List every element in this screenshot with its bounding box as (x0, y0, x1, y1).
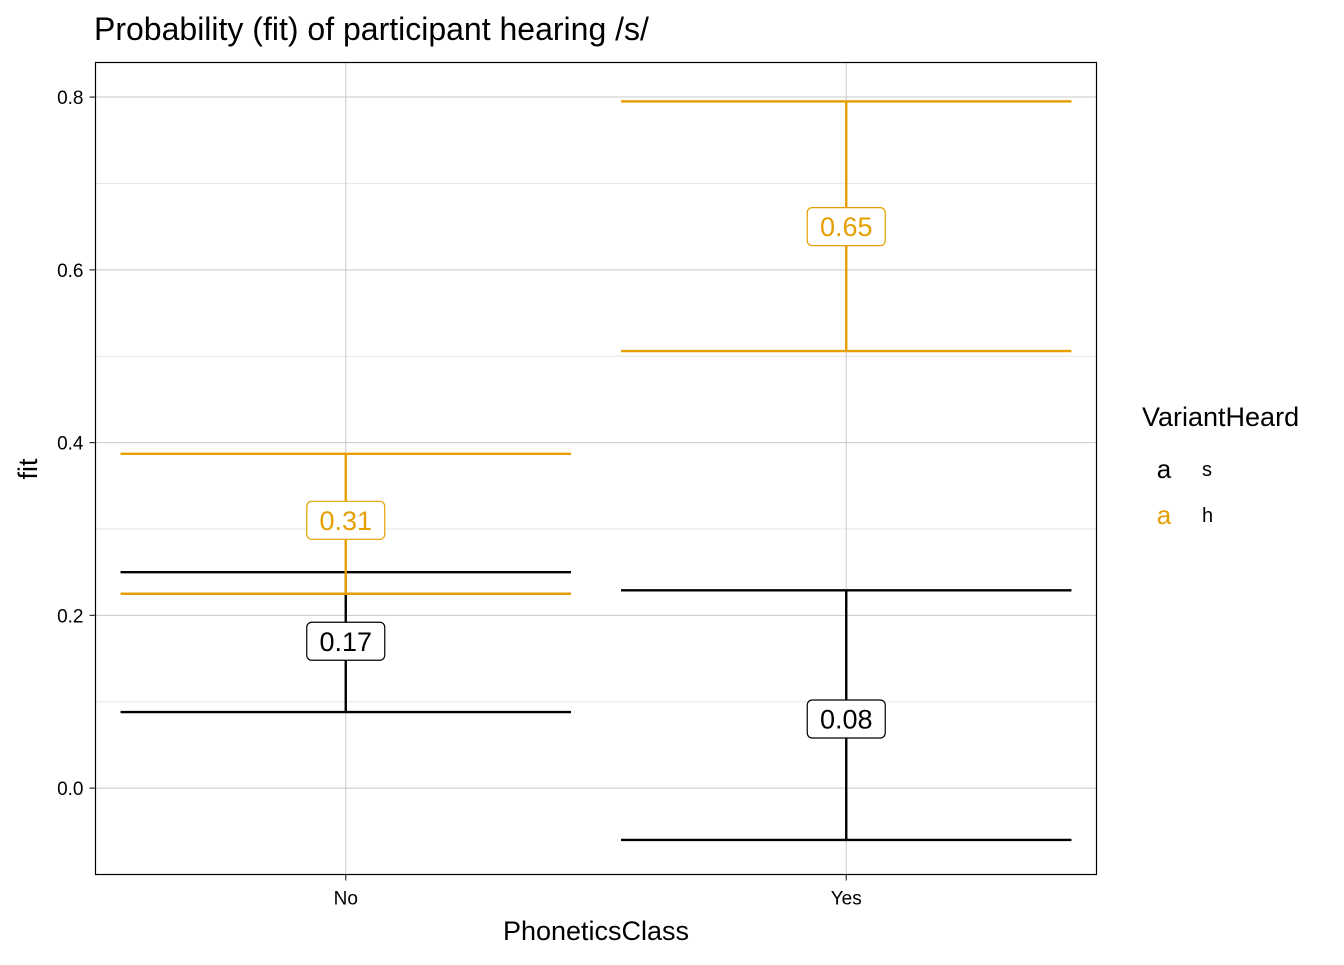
fit-label-box-s (306, 621, 386, 661)
fit-label-h: 0.65 (820, 212, 873, 242)
legend: VariantHeard a s a h (1142, 402, 1299, 530)
fit-label-box-h (806, 207, 886, 247)
y-axis-title: fit (13, 458, 43, 480)
fit-label-s: 0.08 (820, 705, 873, 735)
x-axis-title: PhoneticsClass (503, 916, 689, 946)
fit-label-box-h (306, 500, 386, 540)
y-axis: 0.0 0.2 0.4 0.6 0.8 (57, 88, 96, 800)
fit-label-s: 0.17 (319, 627, 372, 657)
plot-border (94, 61, 1098, 876)
legend-title: VariantHeard (1142, 402, 1299, 432)
chart-title: Probability (fit) of participant hearing… (94, 11, 649, 47)
series-layer: 0.17 0.08 0.31 0.65 (120, 100, 1072, 842)
fit-label-box-s (806, 699, 886, 739)
y-tick-label: 0.8 (57, 88, 83, 109)
y-tick-label: 0.4 (57, 434, 84, 455)
plot-panel (95, 62, 1097, 875)
legend-key-h: a (1157, 500, 1172, 530)
legend-key-s: a (1157, 454, 1172, 484)
legend-label-h: h (1202, 505, 1213, 527)
legend-label-s: s (1202, 459, 1212, 481)
x-tick-label: Yes (831, 889, 862, 910)
fit-label-h: 0.31 (319, 506, 372, 536)
y-tick-label: 0.2 (57, 606, 83, 627)
y-tick-label: 0.6 (57, 261, 83, 282)
grid-minor (95, 182, 1097, 703)
x-axis: No Yes (334, 874, 862, 910)
x-tick-label: No (334, 889, 358, 910)
y-tick-label: 0.0 (57, 779, 83, 800)
